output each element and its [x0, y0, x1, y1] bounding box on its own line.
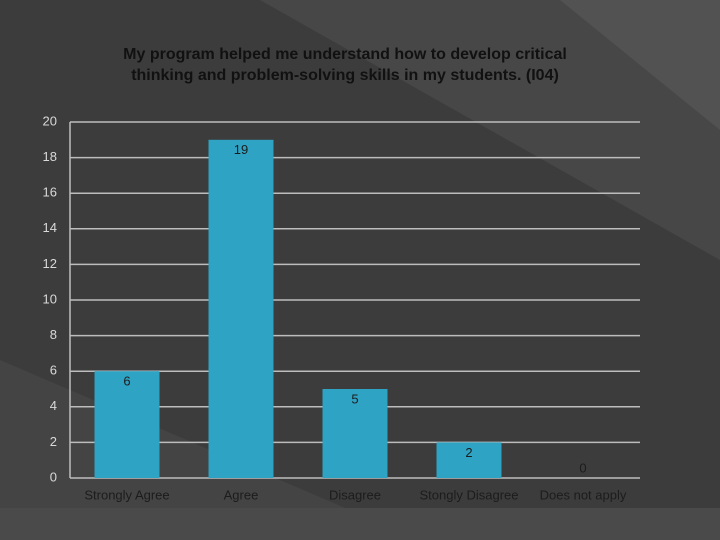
y-tick-label: 12 — [43, 256, 57, 271]
y-tick-label: 2 — [50, 434, 57, 449]
bar — [436, 442, 502, 478]
value-label: 6 — [123, 374, 130, 389]
value-label: 0 — [579, 460, 586, 475]
y-tick-label: 18 — [43, 149, 57, 164]
background-shape — [260, 0, 720, 260]
value-label: 19 — [234, 142, 248, 157]
x-tick-label: Does not apply — [540, 487, 627, 502]
x-tick-label: Strongly Agree — [84, 487, 169, 502]
y-tick-label: 0 — [50, 469, 57, 484]
x-tick-label: Agree — [224, 487, 259, 502]
x-tick-label: Stongly Disagree — [420, 487, 519, 502]
y-tick-label: 14 — [43, 220, 57, 235]
y-tick-label: 16 — [43, 185, 57, 200]
bar — [322, 389, 388, 478]
bar — [94, 371, 160, 478]
y-tick-label: 6 — [50, 363, 57, 378]
y-tick-label: 8 — [50, 327, 57, 342]
x-tick-label: Disagree — [329, 487, 381, 502]
background-band — [0, 508, 720, 540]
background-shape — [560, 0, 720, 130]
value-label: 2 — [465, 445, 472, 460]
y-tick-label: 20 — [43, 113, 57, 128]
y-tick-label: 10 — [43, 291, 57, 306]
chart-title: My program helped me understand how to d… — [123, 46, 567, 84]
bar — [208, 139, 274, 479]
y-tick-label: 4 — [50, 398, 57, 413]
value-label: 5 — [351, 391, 358, 406]
